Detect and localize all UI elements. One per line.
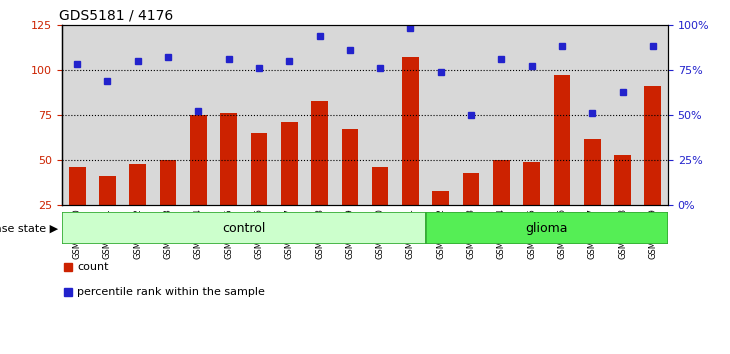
Bar (304, 25, 335, 205)
Bar (335, 25, 365, 205)
Text: count: count (77, 262, 109, 272)
Bar (645, 86, 661, 251)
Bar (342, 130, 358, 251)
Bar (607, 25, 638, 205)
Bar (183, 25, 214, 205)
Bar (250, 133, 267, 251)
Bar (365, 25, 396, 205)
Bar (190, 115, 207, 251)
Text: GDS5181 / 4176: GDS5181 / 4176 (59, 8, 173, 22)
Bar (553, 75, 570, 251)
Bar (99, 176, 116, 251)
Bar (577, 25, 607, 205)
Bar (311, 101, 328, 251)
Bar (426, 212, 668, 244)
Bar (432, 191, 449, 251)
Bar (220, 113, 237, 251)
Bar (638, 25, 668, 205)
Bar (62, 212, 426, 244)
Bar (93, 25, 123, 205)
Bar (493, 160, 510, 251)
Bar (426, 25, 456, 205)
Bar (274, 25, 304, 205)
Bar (463, 173, 480, 251)
Bar (244, 25, 274, 205)
Bar (160, 160, 177, 251)
Bar (456, 25, 486, 205)
Text: percentile rank within the sample: percentile rank within the sample (77, 287, 265, 297)
Bar (523, 162, 540, 251)
Bar (69, 167, 85, 251)
Bar (584, 138, 601, 251)
Bar (396, 25, 426, 205)
Bar (123, 25, 153, 205)
Text: disease state ▶: disease state ▶ (0, 223, 58, 233)
Bar (614, 155, 631, 251)
Bar (281, 122, 298, 251)
Bar (153, 25, 183, 205)
Bar (214, 25, 244, 205)
Bar (486, 25, 517, 205)
Bar (517, 25, 547, 205)
Bar (372, 167, 388, 251)
Bar (62, 25, 93, 205)
Bar (547, 25, 577, 205)
Text: glioma: glioma (526, 222, 568, 235)
Bar (402, 57, 419, 251)
Text: control: control (222, 222, 266, 235)
Bar (129, 164, 146, 251)
